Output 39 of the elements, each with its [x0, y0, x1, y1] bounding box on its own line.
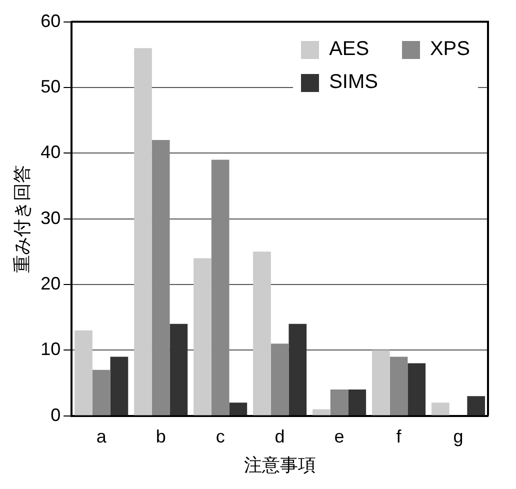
bar: [229, 402, 248, 416]
x-tick-label: a: [96, 426, 108, 447]
bar: [194, 258, 212, 416]
bar: [134, 48, 152, 416]
x-tick-label: e: [334, 426, 344, 447]
x-tick-label: f: [396, 426, 402, 447]
y-tick-label: 0: [50, 404, 61, 425]
bar: [431, 402, 450, 416]
y-tick-label: 60: [40, 10, 61, 31]
x-tick-label: d: [274, 426, 285, 447]
x-tick-label: b: [156, 426, 166, 447]
bar: [312, 409, 330, 416]
bar: [330, 390, 348, 416]
y-axis-title: 重み付き回答: [12, 164, 32, 273]
bar: [408, 363, 426, 416]
y-tick-label: 40: [40, 142, 61, 162]
bar: [288, 324, 307, 416]
bar: [270, 344, 289, 416]
bar: [211, 160, 230, 416]
bar: [348, 390, 366, 416]
bar: [92, 370, 110, 416]
y-tick-label: 30: [40, 208, 61, 228]
legend-label: SIMS: [329, 71, 378, 94]
bar: [253, 252, 271, 416]
bar: [152, 140, 170, 416]
legend-label: XPS: [430, 38, 470, 61]
bar: [390, 356, 408, 416]
y-tick-label: 10: [40, 339, 61, 360]
x-tick-label: g: [453, 426, 464, 447]
x-axis-title: 注意事項: [244, 455, 316, 476]
legend-label: AES: [329, 38, 370, 61]
bar: [170, 324, 188, 416]
bar: [372, 350, 390, 416]
bar: [74, 330, 92, 416]
x-tick-label: c: [216, 426, 225, 447]
y-tick-label: 20: [40, 273, 61, 294]
y-tick-label: 50: [40, 76, 61, 96]
bar: [467, 396, 486, 416]
bar: [110, 356, 128, 416]
